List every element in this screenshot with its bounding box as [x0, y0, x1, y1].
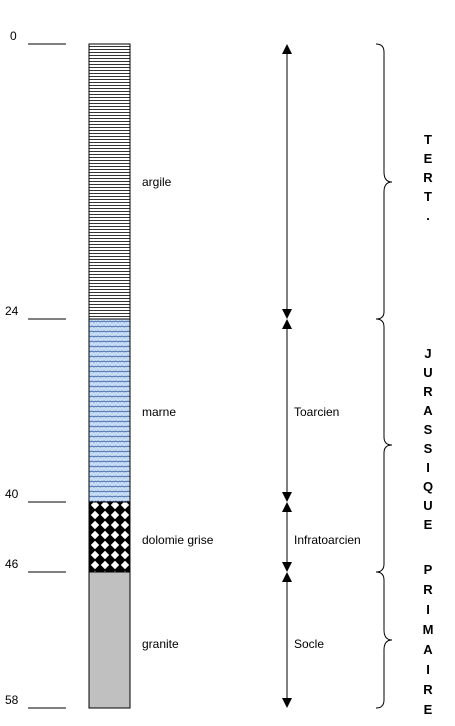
depth-label: 58 — [5, 693, 19, 707]
era-letter: R — [423, 582, 433, 597]
era-braces — [375, 43, 393, 709]
era-letter: S — [424, 422, 433, 437]
era-letter: M — [423, 622, 434, 637]
layer-label-marne: marne — [142, 405, 176, 419]
era-letter: I — [426, 460, 430, 475]
era-letter: A — [423, 642, 433, 657]
layer-dolomie-grise — [88, 501, 131, 573]
brace-jurassique — [375, 318, 393, 573]
arrow-head-down — [282, 309, 292, 319]
era-letter: E — [424, 702, 433, 717]
layer-granite — [88, 571, 131, 709]
depth-label: 46 — [5, 557, 19, 571]
era-letter: R — [423, 384, 433, 399]
arrow-head-down — [282, 492, 292, 502]
depth-label: 40 — [5, 487, 19, 501]
arrow-head-up — [282, 44, 292, 54]
brace-tertiaire — [375, 43, 393, 320]
era-letter: I — [426, 662, 430, 677]
brace-primaire — [375, 571, 393, 709]
era-letter: P — [424, 562, 433, 577]
era-letter: T — [424, 189, 432, 204]
arrow-head-up — [282, 502, 292, 512]
stage-label-infratoarcien: Infratoarcien — [294, 533, 361, 547]
era-letter: J — [424, 346, 431, 361]
era-letter: . — [426, 208, 430, 223]
lithology-column — [88, 43, 131, 709]
depth-label: 0 — [10, 29, 17, 43]
arrow-head-up — [282, 572, 292, 582]
era-letter: R — [423, 170, 433, 185]
arrow-head-up — [282, 319, 292, 329]
arrow-head-down — [282, 562, 292, 572]
stage-label-socle: Socle — [294, 637, 324, 651]
layer-argile — [88, 43, 131, 320]
era-letter: E — [424, 151, 433, 166]
layer-marne — [88, 318, 131, 503]
layer-label-granite: granite — [142, 637, 179, 651]
era-letter: E — [424, 517, 433, 532]
era-letter: I — [426, 602, 430, 617]
stage-label-toarcien: Toarcien — [294, 405, 339, 419]
layer-label-argile: argile — [142, 175, 172, 189]
era-letter: T — [424, 132, 432, 147]
era-letter: R — [423, 682, 433, 697]
era-letter: Q — [423, 479, 433, 494]
depth-label: 24 — [5, 304, 19, 318]
stage-arrows — [282, 44, 292, 708]
era-letter: U — [423, 365, 432, 380]
era-letter: A — [423, 403, 433, 418]
depth-scale: 0 24 40 46 58 — [5, 29, 66, 709]
layer-label-dolomie: dolomie grise — [142, 533, 214, 547]
arrow-head-down — [282, 698, 292, 708]
era-letter: S — [424, 441, 433, 456]
era-letter: U — [423, 498, 432, 513]
